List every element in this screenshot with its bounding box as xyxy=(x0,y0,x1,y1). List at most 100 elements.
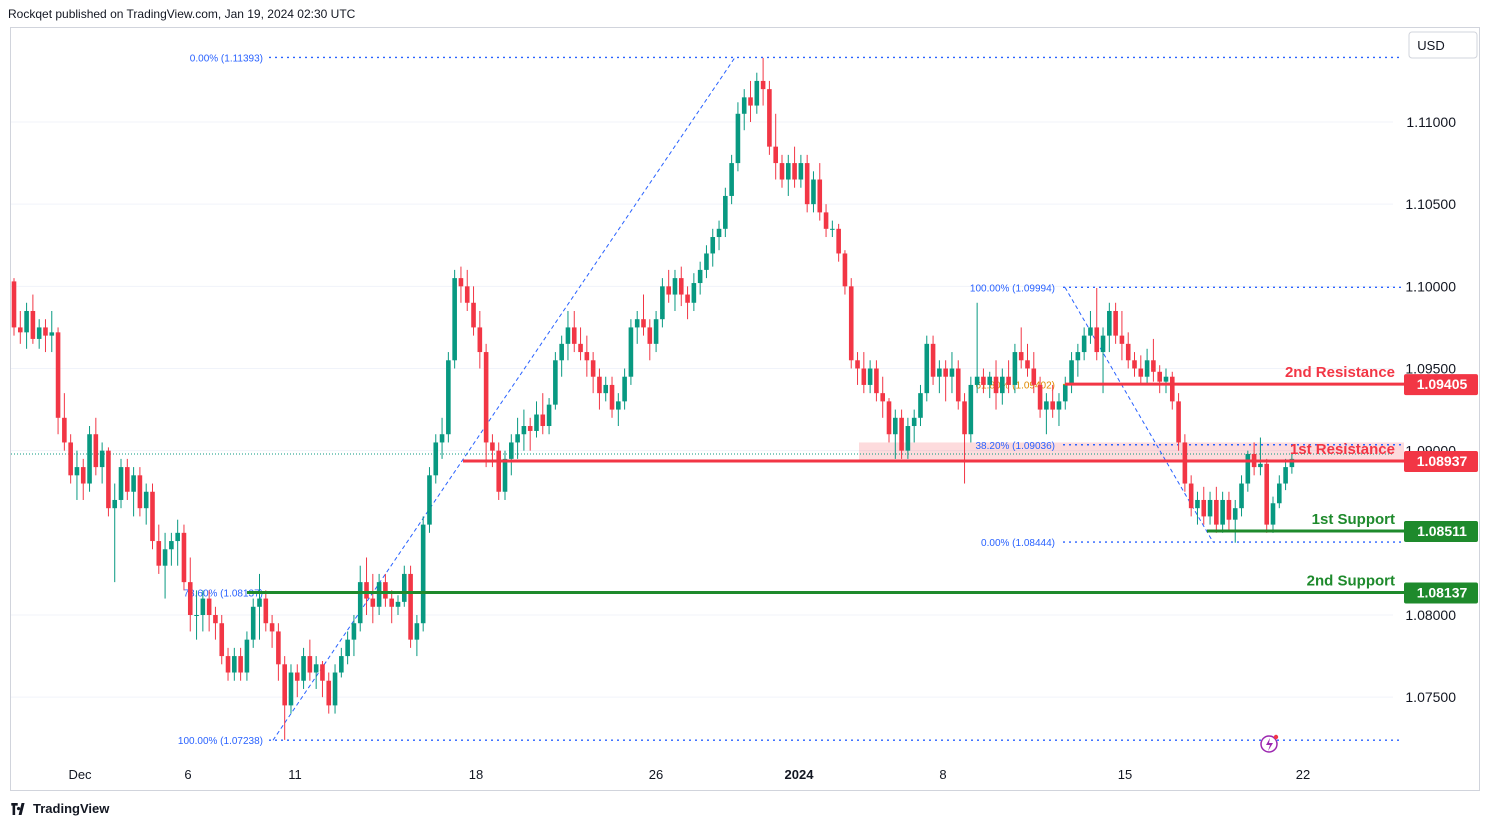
candle-body xyxy=(678,278,684,295)
candle-body xyxy=(666,286,671,295)
candle-body xyxy=(685,294,690,303)
candle-body xyxy=(24,310,29,333)
candle-body xyxy=(949,368,955,377)
candle-body xyxy=(716,228,722,238)
x-axis-tick: 6 xyxy=(184,767,191,782)
candle-body xyxy=(760,80,766,90)
candle-body xyxy=(1031,368,1037,385)
candle-body xyxy=(1270,503,1276,525)
candle-body xyxy=(1000,376,1005,394)
x-axis-tick: 2024 xyxy=(785,767,815,782)
fib-level-label: 38.20% (1.09036) xyxy=(975,441,1055,452)
candle-body xyxy=(131,475,136,492)
candle-body xyxy=(1169,376,1175,402)
price-chart[interactable]: 0.00% (1.11393) 78.60% (1.08137) 100.00% (… xyxy=(11,28,1479,790)
candle-body xyxy=(515,434,520,443)
candle-body xyxy=(1069,360,1074,385)
candle-body xyxy=(697,269,703,284)
candle-body xyxy=(830,228,835,230)
candle-body xyxy=(603,384,609,394)
fib-level-label: 0.00% (1.11393) xyxy=(190,53,263,64)
candle-body xyxy=(282,664,287,706)
candle-body xyxy=(924,343,930,394)
candle-body xyxy=(427,475,432,525)
candle-body xyxy=(521,426,527,435)
fib-level-label: 100.00% (1.07238) xyxy=(178,736,263,747)
candle-body xyxy=(597,376,602,394)
x-axis-tick: 15 xyxy=(1118,767,1132,782)
candle-body xyxy=(93,434,99,468)
candle-body xyxy=(1258,463,1263,468)
chart-frame: 0.00% (1.11393) 78.60% (1.08137) 100.00% (… xyxy=(10,27,1480,791)
candle-body xyxy=(886,401,892,435)
candle-body xyxy=(911,417,917,427)
candle-body xyxy=(804,163,810,205)
candle-body xyxy=(238,656,243,673)
candle-body xyxy=(571,327,577,344)
candle-body xyxy=(232,656,237,673)
candle-body xyxy=(723,195,728,229)
candle-body xyxy=(785,163,791,180)
candle-body xyxy=(471,302,476,328)
candle-body xyxy=(943,368,948,377)
candle-body xyxy=(672,278,678,295)
candle-body xyxy=(968,384,974,435)
price-badge-value: 1.09405 xyxy=(1417,376,1468,392)
candle-body xyxy=(1125,343,1131,361)
candle-body xyxy=(546,404,552,427)
fib-level-label: 100.00% (1.09994) xyxy=(970,283,1055,294)
level-label: 1st Resistance xyxy=(1290,441,1395,458)
candle-body xyxy=(414,623,420,640)
candle-body xyxy=(187,582,193,615)
candle-body xyxy=(420,524,426,624)
candle-body xyxy=(798,163,804,180)
candle-body xyxy=(981,376,986,385)
candle-body xyxy=(464,286,470,303)
price-badge xyxy=(1404,451,1478,473)
candle-body xyxy=(1201,499,1207,517)
candle-body xyxy=(1151,360,1156,372)
candle-body xyxy=(565,327,571,344)
candle-body xyxy=(55,332,61,418)
candle-body xyxy=(364,582,369,599)
candle-body xyxy=(842,253,848,287)
candle-body xyxy=(874,368,879,394)
candle-body xyxy=(408,573,413,640)
x-axis-tick: 11 xyxy=(288,767,302,782)
y-axis-tick: 1.11000 xyxy=(1406,114,1456,130)
lightning-icon xyxy=(1266,738,1273,751)
candle-body xyxy=(1283,467,1288,484)
candle-body xyxy=(848,286,854,361)
candle-body xyxy=(1044,401,1049,410)
candle-body xyxy=(80,467,86,484)
candle-body xyxy=(634,319,640,328)
candle-body xyxy=(395,601,401,607)
candle-body xyxy=(899,417,904,451)
candle-body xyxy=(257,598,262,607)
candle-body xyxy=(1119,335,1125,344)
candle-body xyxy=(1075,352,1081,361)
x-axis-tick: 8 xyxy=(939,767,946,782)
candle-body xyxy=(112,499,118,509)
candle-body xyxy=(1050,401,1055,410)
y-axis-tick: 1.10000 xyxy=(1405,278,1456,294)
currency-button[interactable] xyxy=(1408,31,1478,59)
candle-body xyxy=(307,656,313,673)
tradingview-brand[interactable]: TradingView xyxy=(10,801,109,816)
candle-body xyxy=(439,434,445,443)
candle-body xyxy=(584,352,590,361)
candle-body xyxy=(1232,508,1238,520)
candle-body xyxy=(1163,376,1169,382)
candle-body xyxy=(660,286,665,320)
candle-body xyxy=(477,327,483,353)
candle-body xyxy=(213,615,218,624)
resistance-zone xyxy=(859,442,1404,463)
y-axis-tick: 1.08000 xyxy=(1405,607,1456,623)
candle-body xyxy=(483,352,489,443)
candle-body xyxy=(502,458,508,492)
candle-body xyxy=(1188,483,1194,509)
candle-body xyxy=(345,639,350,657)
candle-body xyxy=(779,163,785,180)
level-label: 1st Support xyxy=(1312,511,1395,528)
candle-body xyxy=(553,360,558,405)
